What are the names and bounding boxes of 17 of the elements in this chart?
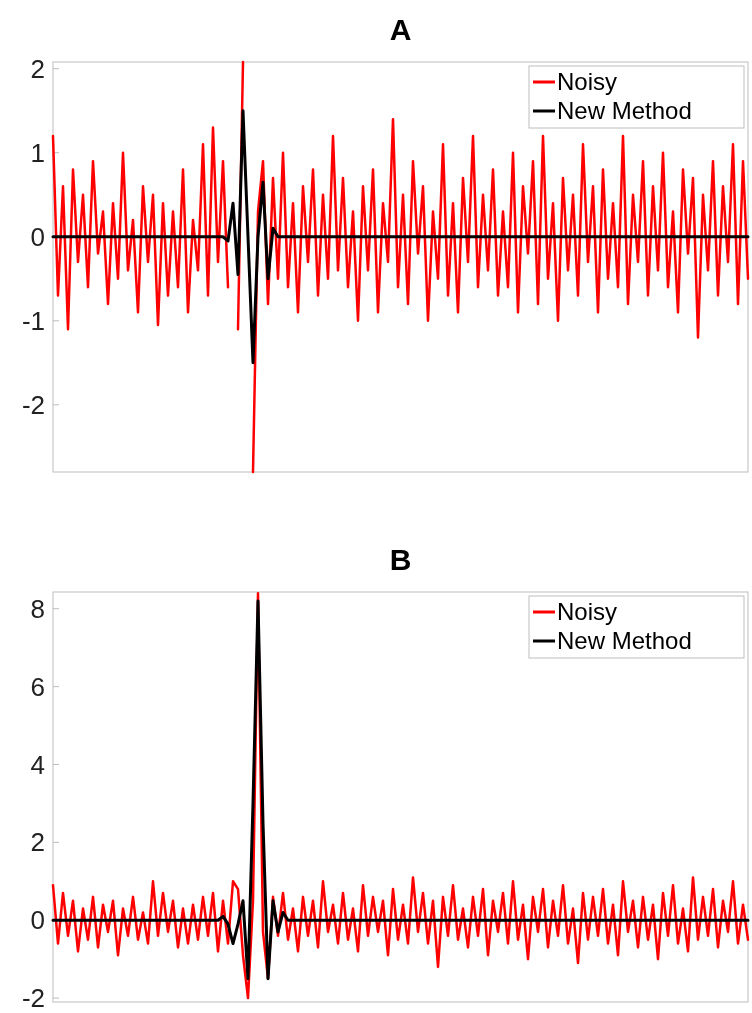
y-tick-label: 1 [30, 137, 45, 168]
y-tick-label: -2 [21, 983, 45, 1013]
y-tick-label: 2 [30, 53, 45, 84]
y-tick-label: 2 [30, 827, 45, 858]
y-tick-label: 6 [30, 671, 45, 702]
y-tick-label: 8 [30, 593, 45, 624]
chart-title: B [389, 543, 412, 576]
legend-label: Noisy [557, 68, 618, 96]
chart-title: A [389, 13, 412, 46]
legend-label: New Method [557, 97, 692, 125]
legend-label: Noisy [557, 598, 618, 626]
y-tick-label: 0 [30, 221, 45, 252]
y-tick-label: 0 [30, 905, 45, 936]
y-tick-label: -1 [21, 305, 45, 336]
legend-label: New Method [557, 627, 692, 655]
y-tick-label: -2 [21, 389, 45, 420]
y-tick-label: 4 [30, 749, 45, 780]
